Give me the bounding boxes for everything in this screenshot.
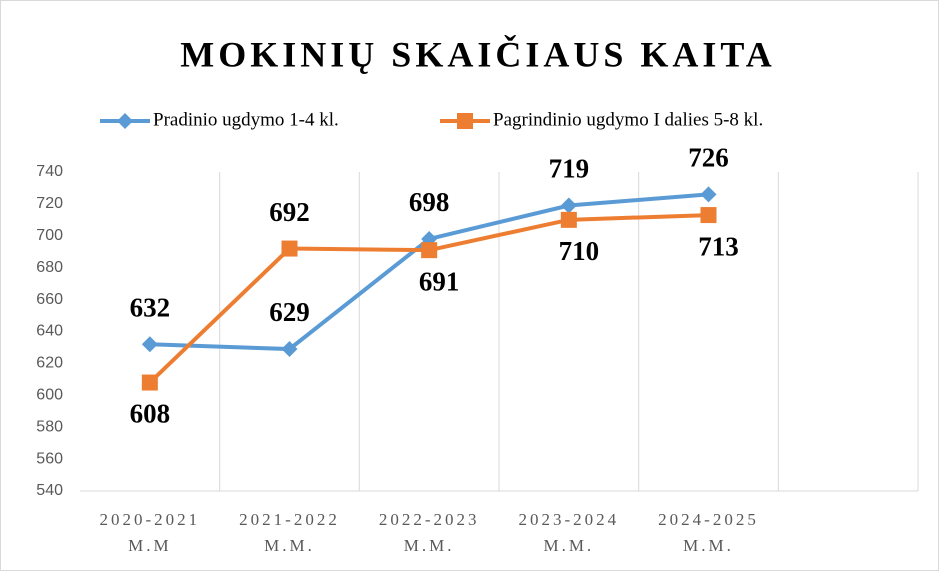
legend-marker	[117, 113, 133, 129]
data-label: 691	[419, 266, 460, 296]
point	[700, 186, 717, 203]
point	[281, 240, 298, 257]
x-tick-label: 2023-2024 M.M.	[518, 510, 619, 555]
data-label: 726	[688, 143, 729, 173]
point	[700, 207, 717, 224]
x-tick-label: 2021-2022 M.M.	[239, 510, 340, 555]
y-tick-label: 680	[36, 259, 63, 276]
point	[141, 336, 158, 353]
data-label: 608	[130, 399, 171, 429]
x-tick-label: 2024-2025 M.M.	[658, 510, 759, 555]
point	[560, 211, 577, 228]
legend-label: Pradinio ugdymo 1-4 kl.	[153, 109, 339, 130]
data-label: 629	[269, 297, 310, 327]
x-tick-label: 2020-2021 M.M	[99, 510, 200, 555]
data-label: 719	[549, 154, 590, 184]
y-tick-label: 620	[36, 355, 63, 372]
legend-label: Pagrindinio ugdymo I dalies 5-8 kl.	[493, 109, 763, 130]
legend-marker	[457, 113, 473, 129]
x-tick-label: 2022-2023 M.M.	[379, 510, 480, 555]
data-label: 692	[269, 197, 310, 227]
chart-title: MOKINIŲ SKAIČIAUS KAITA	[180, 34, 775, 74]
y-tick-label: 540	[36, 482, 63, 499]
point	[560, 197, 577, 214]
data-label: 710	[559, 236, 600, 266]
y-tick-label: 660	[36, 291, 63, 308]
point	[421, 242, 438, 259]
y-tick-label: 640	[36, 323, 63, 340]
y-tick-label: 720	[36, 195, 63, 212]
data-label: 632	[130, 292, 171, 322]
y-tick-label: 600	[36, 387, 63, 404]
y-tick-label: 740	[36, 163, 63, 180]
y-tick-label: 560	[36, 450, 63, 467]
data-label: 713	[698, 231, 739, 261]
y-tick-label: 580	[36, 418, 63, 435]
y-tick-label: 700	[36, 227, 63, 244]
data-label: 698	[409, 187, 450, 217]
point	[141, 374, 158, 391]
point	[281, 341, 298, 358]
